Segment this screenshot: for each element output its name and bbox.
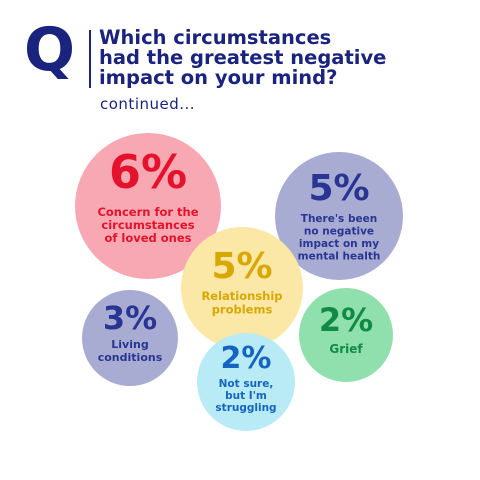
header-divider bbox=[89, 30, 91, 88]
bubble-label-line: Grief bbox=[329, 342, 363, 356]
bubble-value: 5% bbox=[211, 246, 272, 287]
bubble-label-line: There's been bbox=[301, 213, 377, 225]
bubble-label-line: but I'm bbox=[225, 390, 267, 402]
bubble-label-line: circumstances bbox=[101, 218, 194, 232]
bubble-label: Concern for the circumstances of loved one… bbox=[97, 205, 198, 245]
title-line: impact on your mind? bbox=[99, 66, 338, 89]
bubble-circle bbox=[75, 133, 221, 279]
bubble-circle bbox=[82, 290, 178, 386]
title-line: Which circumstances bbox=[99, 26, 332, 49]
bubble: 6% Concern for the circumstances of loved o… bbox=[75, 133, 221, 279]
bubble-value: 3% bbox=[103, 299, 157, 337]
bubble-circle bbox=[181, 227, 303, 349]
q-logo: Q bbox=[24, 15, 76, 85]
bubble-label-line: mental health bbox=[298, 251, 381, 263]
bubble-label-line: impact on my bbox=[299, 238, 379, 250]
title-line: had the greatest negative bbox=[99, 46, 387, 69]
bubble: 2%Not sure, but I'm struggling bbox=[197, 333, 295, 431]
bubble-circle bbox=[299, 288, 393, 382]
page-title: Which circumstances had the greatest neg… bbox=[99, 28, 469, 88]
bubble-value: 2% bbox=[319, 301, 373, 339]
bubble-value: 2% bbox=[221, 341, 272, 376]
bubble-circle bbox=[275, 152, 403, 280]
bubble-circle bbox=[197, 333, 295, 431]
header: Q Which circumstances had the greatest n… bbox=[0, 0, 480, 130]
bubble-label-line: no negative bbox=[304, 226, 374, 238]
bubble: 3%Living conditions bbox=[82, 290, 178, 386]
page-subtitle: continued... bbox=[100, 95, 196, 113]
bubble-label: Grief bbox=[329, 342, 363, 356]
bubble-label: Relationship problems bbox=[201, 289, 282, 317]
bubble-label: There's been no negative impact on my menta… bbox=[298, 213, 381, 263]
bubble-label-line: problems bbox=[212, 303, 273, 317]
bubble-value: 6% bbox=[109, 145, 187, 199]
bubble: 2% Grief bbox=[299, 288, 393, 382]
bubble-label-line: Not sure, bbox=[219, 378, 274, 390]
bubble-label-line: of loved ones bbox=[104, 231, 191, 245]
bubble-label: Not sure, but I'm struggling bbox=[215, 378, 276, 414]
bubble-value: 5% bbox=[308, 168, 369, 209]
bubble-label-line: Concern for the bbox=[97, 205, 198, 219]
bubble-label-line: struggling bbox=[215, 402, 276, 414]
bubble-label: Living conditions bbox=[98, 338, 163, 364]
bubble-label-line: Living bbox=[111, 338, 148, 351]
bubble-label-line: Relationship bbox=[201, 289, 282, 303]
bubble-label-line: conditions bbox=[98, 351, 163, 364]
bubble: 5%There's been no negative impact on my men… bbox=[275, 152, 403, 280]
bubble: 5%Relationship problems bbox=[181, 227, 303, 349]
